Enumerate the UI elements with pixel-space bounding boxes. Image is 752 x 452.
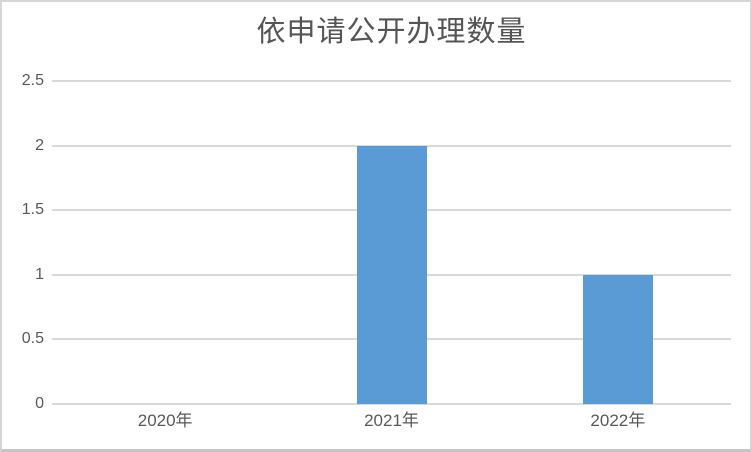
chart-title: 依申请公开办理数量	[256, 16, 527, 48]
y-axis-tick-label: 1	[35, 265, 44, 283]
x-axis-tick-label: 2021年	[364, 411, 419, 430]
y-axis-tick-label: 2	[35, 136, 44, 154]
gridline	[52, 403, 731, 405]
x-axis-tick-label: 2020年	[137, 411, 193, 430]
y-axis-tick-label: 2.5	[21, 72, 44, 89]
bar-2022年	[582, 274, 653, 404]
y-axis-tick-label: 0.5	[21, 330, 44, 348]
bar-2021年	[356, 145, 427, 404]
y-axis-tick-label: 0	[35, 395, 44, 412]
gridline	[52, 80, 731, 82]
x-axis-tick-label: 2022年	[590, 411, 646, 430]
y-axis-tick-label: 1.5	[21, 201, 44, 219]
